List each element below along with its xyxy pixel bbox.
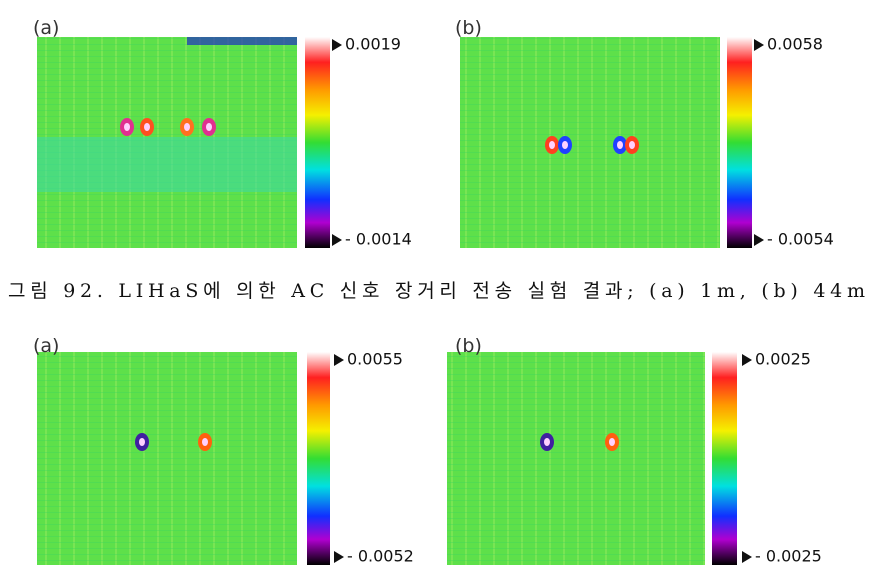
heatmap-image — [460, 37, 720, 248]
heatmap-spot-core — [609, 438, 615, 446]
heatmap-spot-core — [144, 123, 150, 131]
heatmap-spot-core — [202, 438, 208, 446]
figure-caption: 그림 92. LIHaS에 의한 AC 신호 장거리 전송 실험 결과; (a)… — [8, 280, 865, 302]
heatmap-spot-core — [124, 123, 130, 131]
color-bar — [305, 37, 330, 248]
marker-triangle — [334, 354, 344, 366]
panel-label: (a) — [33, 335, 59, 357]
heatmap-band — [37, 137, 297, 192]
color-bar-max: 0.0058 — [767, 35, 823, 54]
marker-triangle — [742, 551, 752, 563]
heatmap-spot-core — [139, 438, 145, 446]
figure-panel: 0.0055 - 0.0052 (a) — [33, 335, 414, 566]
color-bar-min: - 0.0014 — [345, 230, 412, 249]
heatmap-image — [37, 352, 297, 565]
heatmap-spot-core — [206, 123, 212, 131]
marker-triangle — [332, 234, 342, 246]
panel-label: (b) — [455, 17, 482, 39]
color-bar-min: - 0.0054 — [767, 230, 834, 249]
heatmap-image — [447, 352, 705, 565]
color-bar — [712, 352, 737, 565]
color-bar — [727, 37, 752, 248]
figure-panel: 0.0058 - 0.0054 (b) — [455, 17, 834, 249]
color-bar-max: 0.0025 — [755, 350, 811, 369]
panel-label: (b) — [455, 335, 482, 357]
marker-triangle — [754, 39, 764, 51]
heatmap-spot-core — [617, 141, 623, 149]
marker-triangle — [332, 39, 342, 51]
panel-label: (a) — [33, 17, 59, 39]
heatmap-spot-core — [629, 141, 635, 149]
marker-triangle — [754, 234, 764, 246]
color-bar-min: - 0.0025 — [755, 547, 822, 566]
color-bar-min: - 0.0052 — [347, 547, 414, 566]
heatmap-spot-core — [184, 123, 190, 131]
heatmap-band — [187, 37, 297, 45]
heatmap-spot-core — [562, 141, 568, 149]
color-bar-max: 0.0019 — [345, 35, 401, 54]
color-bar — [307, 352, 330, 565]
heatmap-spot-core — [544, 438, 550, 446]
figure-panel: 0.0025 - 0.0025 (b) — [447, 335, 822, 566]
heatmap-spot-core — [549, 141, 555, 149]
color-bar-max: 0.0055 — [347, 350, 403, 369]
figure-panel: 0.0019 - 0.0014 (a) — [33, 17, 412, 249]
marker-triangle — [742, 354, 752, 366]
marker-triangle — [334, 551, 344, 563]
